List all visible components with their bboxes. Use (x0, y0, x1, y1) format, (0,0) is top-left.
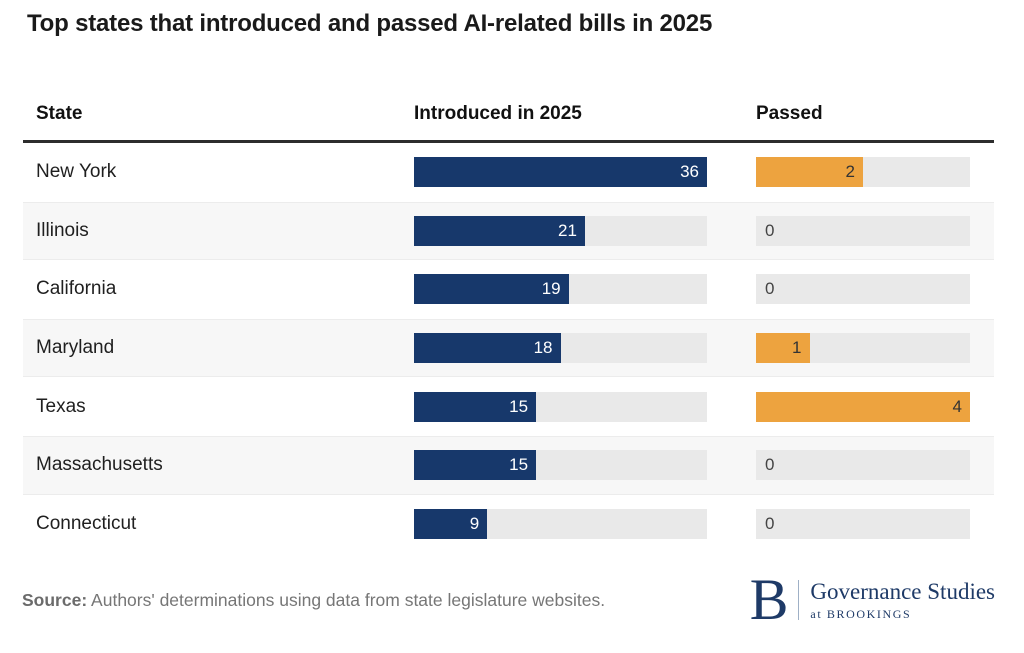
source-note: Source: Authors' determinations using da… (22, 586, 652, 614)
passed-bar: 1 (756, 333, 810, 364)
passed-bar-track: 0 (756, 274, 970, 305)
passed-value: 4 (952, 396, 962, 416)
passed-bar-track: 1 (756, 333, 970, 364)
column-header-introduced: Introduced in 2025 (414, 103, 582, 124)
introduced-value: 19 (541, 279, 561, 299)
introduced-bar: 19 (414, 274, 569, 305)
source-text: Authors' determinations using data from … (87, 590, 606, 610)
introduced-value: 21 (557, 220, 577, 240)
passed-bar-track: 2 (756, 157, 970, 188)
table-row: Massachusetts 15 0 (23, 435, 994, 495)
introduced-bar: 21 (414, 215, 585, 246)
logo-program-name: Governance Studies (810, 578, 995, 604)
state-name: Texas (36, 395, 86, 417)
passed-bar-track: 0 (756, 215, 970, 246)
brookings-monogram-icon: B (749, 567, 789, 632)
passed-value: 0 (765, 513, 775, 533)
table-header: State Introduced in 2025 Passed (23, 95, 994, 140)
passed-bar-track: 0 (756, 450, 970, 481)
table-row: Texas 15 4 (23, 377, 994, 436)
passed-bar: 4 (756, 391, 970, 422)
logo-divider (798, 580, 800, 620)
passed-bar-track: 4 (756, 391, 970, 422)
introduced-bar-track: 15 (414, 450, 707, 481)
passed-bar: 2 (756, 157, 863, 188)
table-row: Illinois 21 0 (23, 201, 994, 261)
source-label: Source: (22, 590, 88, 610)
passed-value: 0 (765, 455, 775, 475)
passed-value: 2 (845, 162, 855, 182)
introduced-bar: 15 (414, 391, 537, 422)
introduced-value: 9 (469, 513, 480, 533)
introduced-bar-track: 15 (414, 391, 707, 422)
introduced-bar-track: 9 (414, 508, 707, 539)
logo-text: Governance Studies at BROOKINGS (810, 579, 995, 622)
state-name: Illinois (36, 219, 89, 241)
table-row: New York 36 2 (23, 143, 994, 202)
chart-title: Top states that introduced and passed AI… (27, 10, 713, 37)
introduced-bar-track: 18 (414, 333, 707, 364)
state-name: California (36, 278, 117, 300)
introduced-bar: 18 (414, 333, 561, 364)
state-name: Maryland (36, 337, 115, 359)
table-row: Connecticut 9 0 (23, 494, 994, 554)
passed-value: 0 (765, 279, 775, 299)
table-row: California 19 0 (23, 260, 994, 319)
introduced-bar-track: 21 (414, 215, 707, 246)
header-rule (23, 140, 994, 143)
table-rows: New York 36 2 Illinois 21 0 California 1… (23, 143, 994, 554)
column-header-state: State (36, 103, 83, 124)
introduced-bar: 15 (414, 450, 537, 481)
introduced-value: 15 (509, 455, 529, 475)
introduced-bar-track: 36 (414, 157, 707, 188)
passed-value: 1 (792, 338, 802, 358)
logo-org-name: at BROOKINGS (810, 606, 912, 621)
introduced-value: 15 (509, 396, 529, 416)
state-name: New York (36, 161, 117, 183)
table-row: Maryland 18 1 (23, 318, 994, 378)
state-name: Connecticut (36, 512, 137, 534)
passed-value: 0 (765, 220, 775, 240)
introduced-bar: 36 (414, 157, 707, 188)
introduced-bar-track: 19 (414, 274, 707, 305)
introduced-value: 18 (533, 338, 553, 358)
introduced-bar: 9 (414, 508, 488, 539)
introduced-value: 36 (680, 162, 699, 182)
state-name: Massachusetts (36, 454, 163, 476)
passed-bar-track: 0 (756, 508, 970, 539)
brookings-logo: B Governance Studies at BROOKINGS (749, 567, 995, 632)
bar-table: State Introduced in 2025 Passed New York… (23, 95, 994, 554)
column-header-passed: Passed (756, 103, 823, 124)
